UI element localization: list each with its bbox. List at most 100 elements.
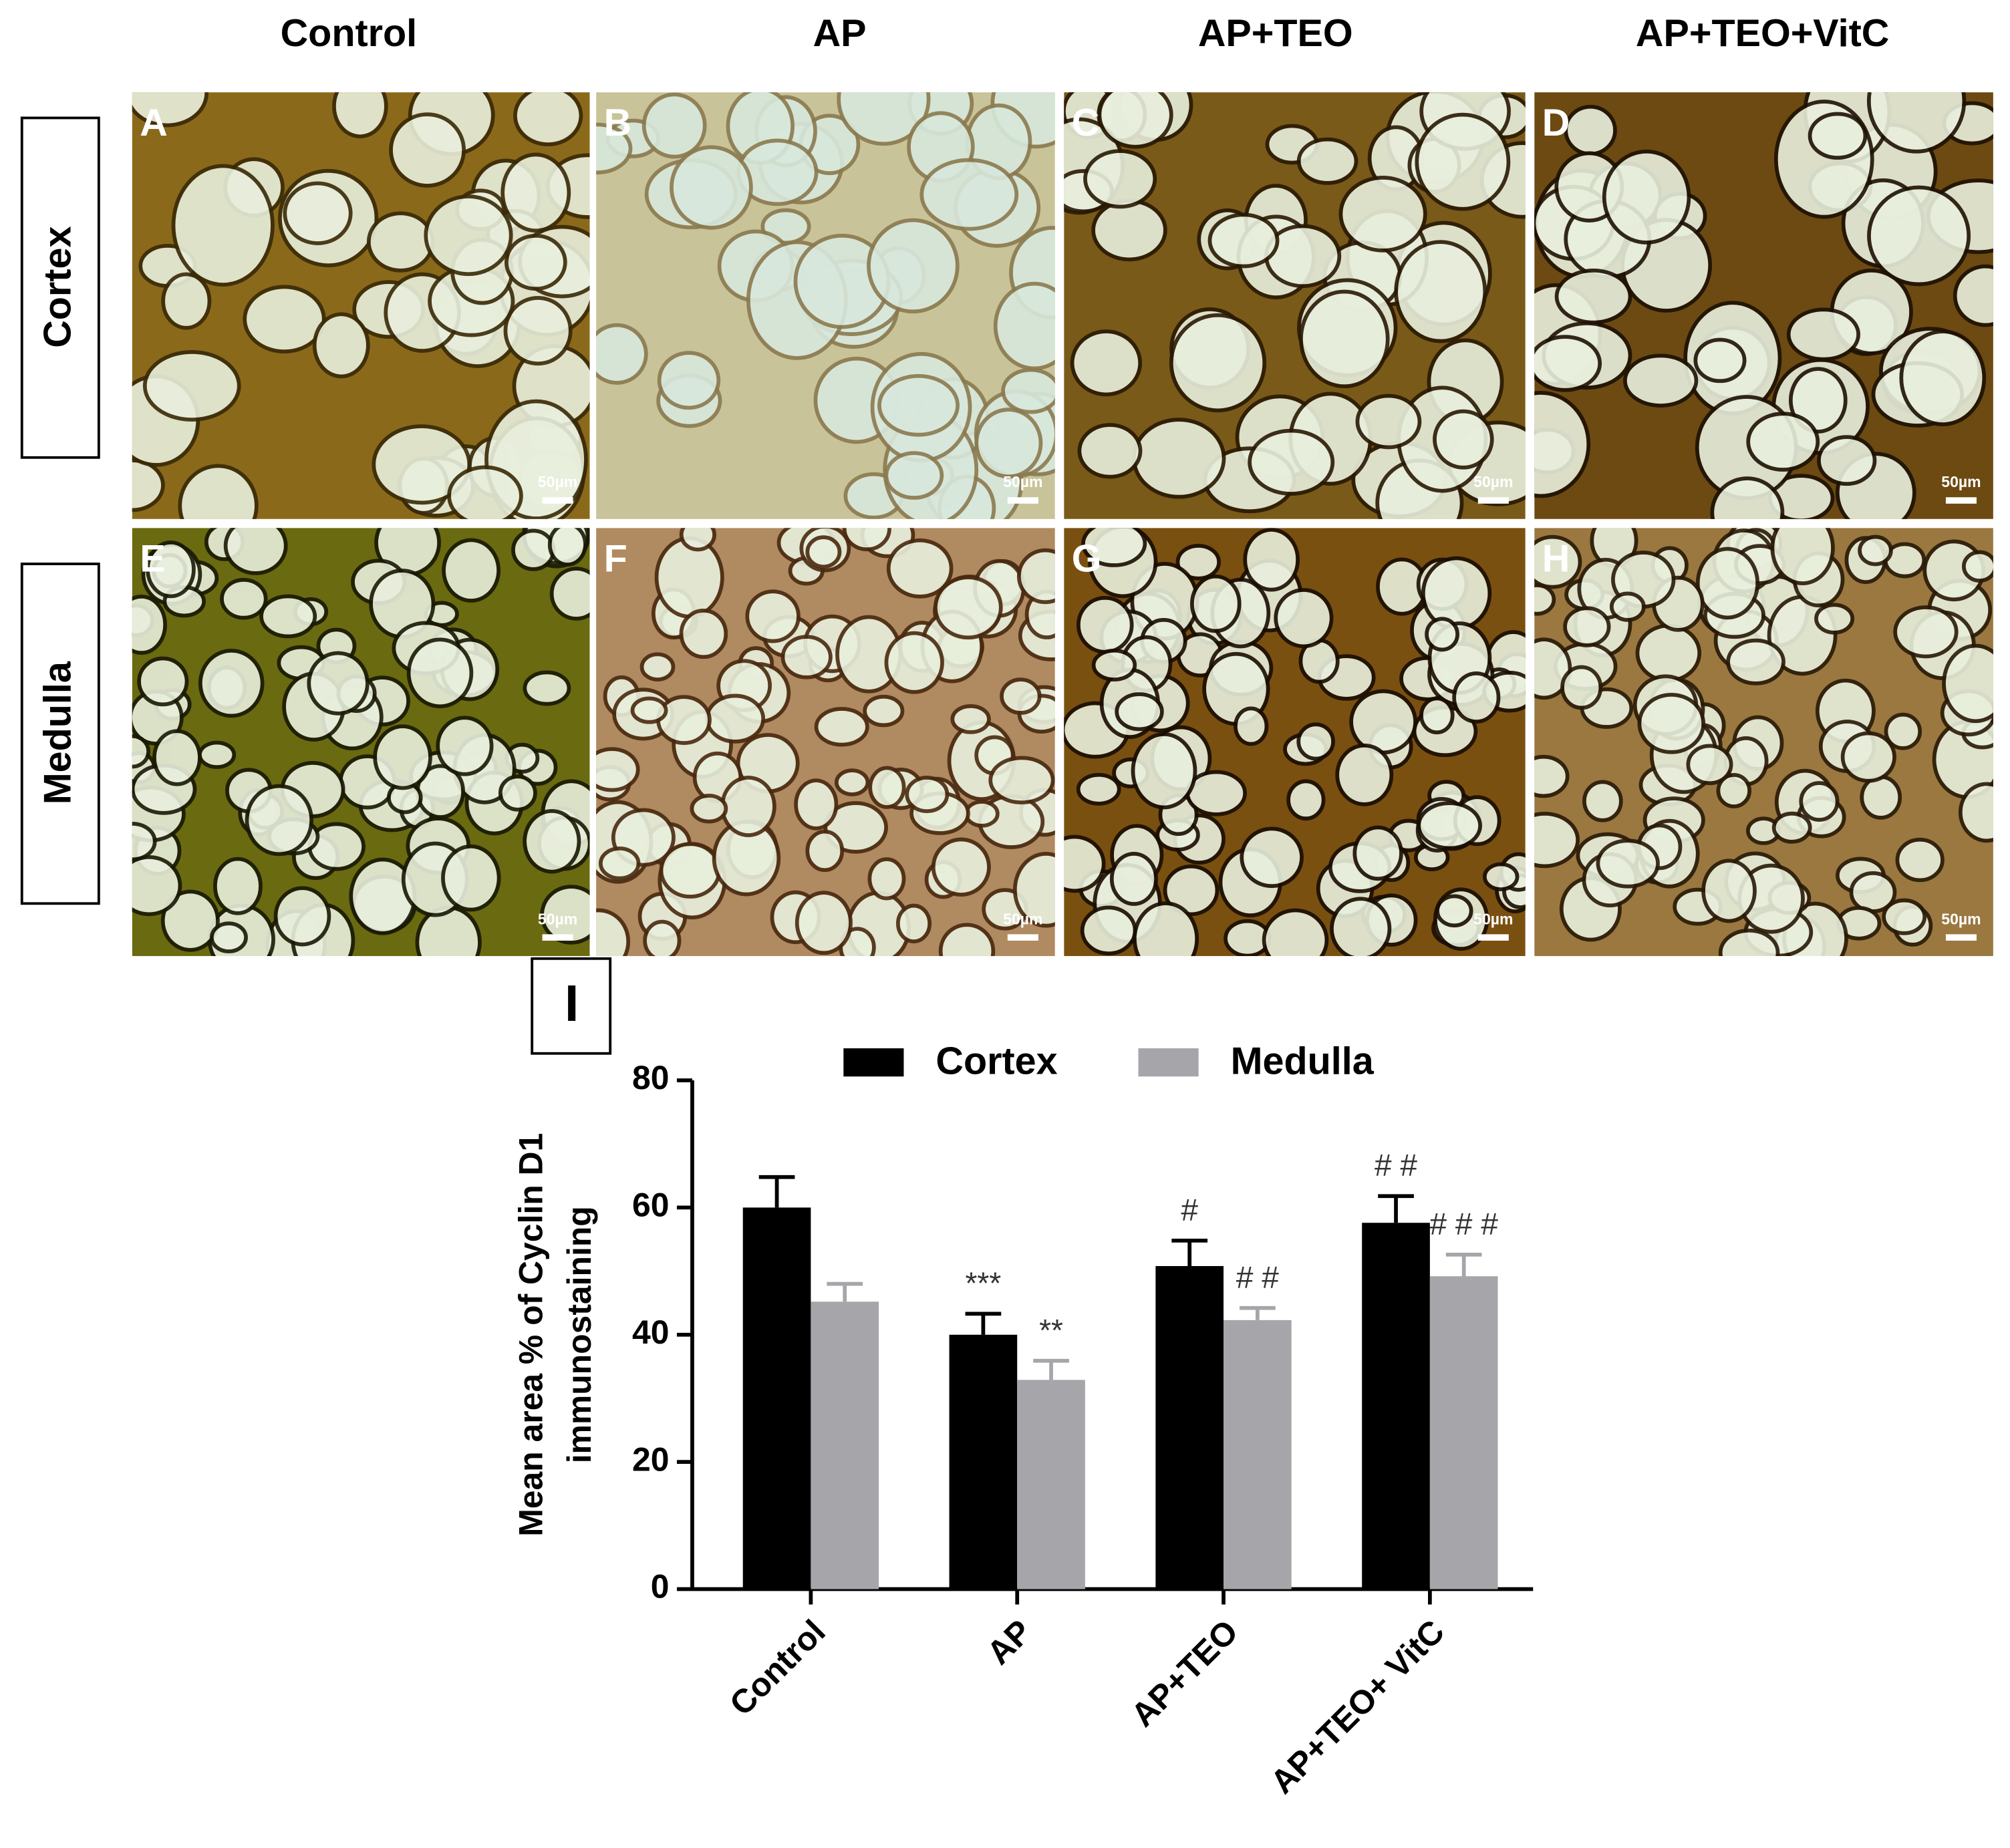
error-bar (1240, 1305, 1276, 1320)
tubule (504, 233, 567, 291)
tubule (132, 821, 157, 862)
tubule (332, 92, 388, 139)
tubule (1248, 428, 1335, 496)
column-header: AP+TEO+VitC (1636, 12, 1889, 55)
scale-bar (1477, 934, 1509, 941)
scale-bar-label: 50µm (1941, 473, 1981, 490)
tubule (1064, 834, 1106, 893)
tubule (547, 528, 587, 567)
tubule (1953, 264, 1993, 327)
tubule (1274, 588, 1334, 649)
y-tick-label: 0 (651, 1568, 670, 1605)
tubule (1695, 547, 1760, 620)
tubule (1115, 692, 1164, 732)
tubule (1858, 534, 1893, 567)
tubule (877, 373, 960, 437)
tubule (1296, 722, 1335, 761)
tubule (1175, 543, 1222, 581)
significance-label: # # # (1430, 1207, 1499, 1241)
tubule (1016, 548, 1055, 605)
tubule (934, 575, 1003, 640)
tubule (596, 122, 633, 175)
tubule (160, 889, 220, 952)
panel-letter: A (140, 102, 168, 144)
tubule (198, 740, 237, 769)
tubule (656, 695, 712, 745)
tubule (511, 528, 556, 571)
tubule (1564, 104, 1617, 156)
micrograph: B 50µm (596, 92, 1055, 519)
x-tick-label: AP+TEO+ VitC (1263, 1613, 1451, 1801)
tubule (500, 152, 571, 233)
tubule (1701, 859, 1757, 923)
tubule (867, 218, 960, 314)
tubule (1243, 528, 1300, 592)
tubule (1299, 289, 1390, 389)
tubule (1296, 137, 1358, 185)
tubule (670, 145, 753, 230)
y-tick-label: 40 (632, 1314, 669, 1351)
tubule (1860, 775, 1902, 820)
scale-bar-label: 50µm (1473, 473, 1513, 490)
tubule (1080, 905, 1137, 956)
tubule (372, 424, 472, 505)
tubule (259, 594, 317, 639)
tubule (1840, 731, 1896, 783)
tubule (307, 651, 370, 716)
tubule (1866, 92, 1967, 154)
tubule (1637, 692, 1706, 754)
error-bar (1171, 1239, 1208, 1266)
scale-bar (1477, 497, 1509, 504)
tubule (1190, 574, 1242, 633)
tubule (837, 92, 931, 146)
tubule (1770, 528, 1835, 585)
tubule (884, 451, 944, 500)
tubule (209, 921, 248, 953)
scale-bar-label: 50µm (1941, 910, 1981, 927)
tubule (1534, 335, 1602, 392)
tubule (1163, 864, 1219, 917)
tubule (780, 635, 833, 679)
tubule (1234, 706, 1269, 746)
tubule (1710, 476, 1785, 519)
legend-label: Cortex (936, 1040, 1057, 1082)
significance-label: # (1181, 1193, 1198, 1227)
tubule (1330, 897, 1392, 956)
y-tick-label: 60 (632, 1187, 669, 1224)
tubule (1817, 435, 1877, 486)
tubule (1882, 898, 1927, 935)
significance-label: # # (1375, 1148, 1417, 1183)
tubule (243, 285, 326, 353)
error-bar (1033, 1358, 1069, 1380)
tubule (720, 776, 776, 837)
tubule (436, 716, 494, 776)
tubule (1076, 595, 1134, 654)
tubule (1726, 638, 1785, 685)
tubule (373, 724, 432, 790)
y-tick-label: 80 (632, 1059, 669, 1096)
tubule (389, 112, 466, 188)
tubule (132, 92, 209, 128)
tubule (690, 794, 728, 824)
tubule (1899, 329, 1987, 427)
panel-label: I (565, 975, 579, 1032)
micrograph: E 50µm (132, 528, 590, 956)
tubule (1417, 801, 1483, 851)
tubule (1884, 712, 1922, 750)
bar (742, 1207, 811, 1589)
tubule (540, 885, 590, 945)
bar (1017, 1380, 1085, 1589)
tubule (1240, 826, 1304, 889)
tubule (415, 905, 482, 956)
tubule (1169, 313, 1267, 413)
tubule (132, 734, 150, 769)
tubule (1001, 367, 1055, 414)
tubule (794, 778, 839, 830)
tubule (1716, 772, 1752, 808)
tubule (863, 694, 905, 728)
panel-letter: F (604, 537, 627, 580)
tubule (598, 846, 641, 881)
tubule (988, 756, 1055, 804)
tubule (441, 844, 501, 912)
